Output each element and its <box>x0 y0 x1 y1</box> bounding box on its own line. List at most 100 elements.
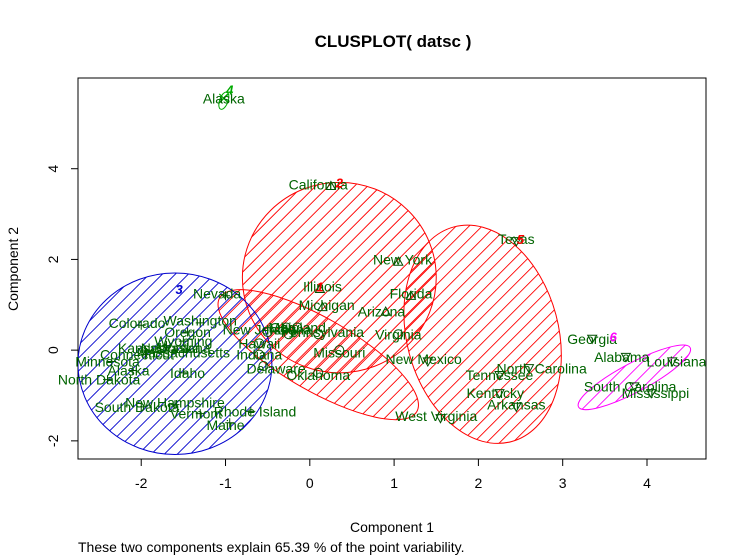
cluster-number: 6 <box>610 330 618 345</box>
hatch-line <box>78 273 272 455</box>
hatch-line <box>78 273 272 455</box>
hatch-line <box>201 266 435 444</box>
point-mark <box>435 414 446 424</box>
hatch-line <box>571 334 697 420</box>
hatch-line <box>642 334 697 420</box>
point-label: Alaska <box>203 90 245 106</box>
hatch-line <box>99 273 272 455</box>
x-tick-label: 3 <box>559 475 567 491</box>
point-label: Alaska <box>108 363 150 379</box>
point-label: Texas <box>498 231 535 247</box>
hatch-line <box>289 182 437 373</box>
cluster-ellipse <box>217 289 419 421</box>
hatch-line <box>201 266 435 444</box>
hatch-line <box>603 334 697 420</box>
point-mark <box>325 180 337 191</box>
point-label: Massachusetts <box>137 344 230 360</box>
point-mark <box>128 366 138 376</box>
point-label: Oregon <box>164 324 211 340</box>
point-mark <box>262 327 273 337</box>
point-label: Louisiana <box>647 353 707 369</box>
hatch-line <box>201 266 435 444</box>
hatch-line <box>276 182 437 373</box>
point-mark <box>313 329 324 340</box>
point-mark <box>195 409 205 419</box>
point-mark <box>170 345 180 355</box>
point-mark <box>380 306 392 316</box>
point-label: New York <box>373 251 433 267</box>
point-label: Georgia <box>567 331 617 347</box>
hatch-line <box>242 182 437 373</box>
hatch-line <box>571 334 697 420</box>
point-mark <box>586 334 598 345</box>
point-mark <box>283 329 294 340</box>
hatch-line <box>78 273 272 455</box>
point-mark <box>246 406 256 416</box>
point-mark <box>178 347 188 357</box>
hatch-line <box>681 334 697 420</box>
point-mark <box>392 256 404 266</box>
point-label: Maryland <box>268 319 326 335</box>
hatch-line <box>78 273 272 455</box>
point-label: Idaho <box>170 365 205 381</box>
point-label: Nebraska <box>141 340 201 356</box>
point-mark <box>136 320 146 330</box>
hatch-line <box>694 334 697 420</box>
cluster-number: 4 <box>225 82 234 97</box>
hatch-line <box>78 273 272 455</box>
y-tick-label: 0 <box>45 346 61 354</box>
y-axis-label: Component 2 <box>5 227 21 311</box>
point-mark <box>140 350 150 360</box>
point-mark <box>162 341 172 351</box>
x-tick-label: 1 <box>390 475 398 491</box>
point-mark <box>422 357 434 368</box>
point-mark <box>510 402 522 413</box>
point-mark <box>254 338 265 349</box>
cluster-ellipse <box>78 272 273 455</box>
point-label: Virginia <box>375 326 422 342</box>
hatch-line <box>78 273 272 455</box>
hatch-line <box>201 266 435 444</box>
point-mark <box>107 356 117 366</box>
point-label: California <box>289 177 348 193</box>
hatch-line <box>655 334 697 420</box>
point-mark <box>510 237 522 247</box>
hatch-line <box>380 207 585 459</box>
hatch-line <box>78 273 272 455</box>
hatch-line <box>734 276 746 478</box>
point-mark <box>178 368 188 378</box>
point-mark <box>620 352 632 363</box>
cluster-ellipse <box>241 181 437 374</box>
point-label: Vermont <box>170 406 222 422</box>
point-mark <box>254 349 265 360</box>
cluster-ellipse <box>577 344 692 411</box>
point-label: Oklahoma <box>286 367 350 383</box>
point-label: Rhode Island <box>214 403 297 419</box>
hatch-line <box>78 273 272 455</box>
point-label: Ohio <box>270 319 300 335</box>
cluster-number: 5 <box>517 232 525 247</box>
point-mark <box>281 322 292 333</box>
point-mark <box>405 290 417 300</box>
hatch-line <box>78 273 242 455</box>
hatch-line <box>201 266 435 444</box>
x-axis-label: Component 1 <box>350 519 434 535</box>
hatch-line <box>242 182 437 373</box>
cluster-number: 2 <box>335 175 344 190</box>
hatch-line <box>78 273 255 455</box>
point-label: Florida <box>390 285 433 301</box>
point-mark <box>183 327 193 337</box>
hatch-line <box>242 182 419 373</box>
point-mark <box>645 389 657 399</box>
hatch-line <box>201 266 435 444</box>
point-label: Kentucky <box>466 385 524 401</box>
hatch-line <box>78 273 272 455</box>
point-mark <box>221 291 231 301</box>
point-label: Tennessee <box>466 367 534 383</box>
point-mark <box>494 389 505 399</box>
hatch-line <box>571 334 697 420</box>
point-mark <box>225 418 235 428</box>
point-label: Alabama <box>594 349 649 365</box>
point-label: Indiana <box>266 322 312 338</box>
hatch-line <box>571 334 697 420</box>
